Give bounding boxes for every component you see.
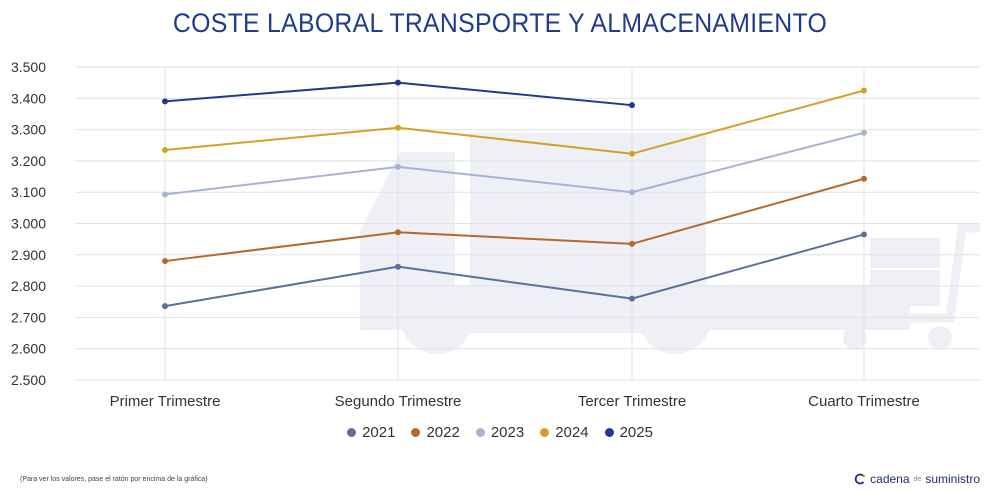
data-point-2024[interactable] xyxy=(861,87,867,94)
x-tick-label: Cuarto Trimestre xyxy=(808,393,920,410)
x-tick-label: Primer Trimestre xyxy=(110,393,221,410)
legend-item-2021[interactable]: 2021 xyxy=(347,424,395,441)
data-point-2022[interactable] xyxy=(629,240,635,247)
brand-name-part1: cadena xyxy=(870,472,910,486)
y-tick-label: 3.200 xyxy=(11,153,46,169)
y-tick-label: 3.400 xyxy=(11,90,46,106)
y-tick-label: 2.600 xyxy=(11,341,46,357)
x-tick-label: Tercer Trimestre xyxy=(578,393,686,410)
truck-icon xyxy=(360,133,980,354)
legend-item-2024[interactable]: 2024 xyxy=(540,424,589,441)
brand-name-part2: de xyxy=(913,475,922,483)
series-line-2022 xyxy=(164,177,865,263)
data-point-2025[interactable] xyxy=(395,79,401,86)
data-point-2025[interactable] xyxy=(629,102,635,109)
legend-marker xyxy=(604,428,614,437)
data-point-2023[interactable] xyxy=(629,189,635,196)
chart-title: COSTE LABORAL TRANSPORTE Y ALMACENAMIENT… xyxy=(172,8,828,38)
y-tick-label: 2.700 xyxy=(11,309,46,325)
data-point-2022[interactable] xyxy=(162,258,168,265)
data-point-2022[interactable] xyxy=(395,229,401,236)
series-line-2024 xyxy=(164,89,865,155)
y-tick-label: 3.100 xyxy=(11,184,46,200)
data-point-2024[interactable] xyxy=(629,150,635,157)
y-tick-label: 2.800 xyxy=(11,278,46,294)
data-point-2021[interactable] xyxy=(861,231,867,238)
line-chart: 3.500 3.400 3.300 3.200 3.100 3.000 2.900 2.800… xyxy=(11,59,980,410)
y-tick-label: 3.000 xyxy=(11,216,46,232)
legend: 2021 2022 2023 2024 2025 xyxy=(0,424,1000,441)
data-point-2024[interactable] xyxy=(395,124,401,131)
data-point-2021[interactable] xyxy=(629,295,635,302)
y-tick-label: 2.500 xyxy=(11,372,46,388)
brand-name-part3: suministro xyxy=(925,472,980,486)
y-tick-label: 2.900 xyxy=(11,247,46,263)
legend-label: 2024 xyxy=(555,424,589,441)
legend-item-2022[interactable]: 2022 xyxy=(411,424,460,441)
x-axis-ticks: Primer Trimestre Segundo Trimestre Tercer … xyxy=(110,393,920,410)
legend-marker xyxy=(411,428,421,437)
x-tick-label: Segundo Trimestre xyxy=(335,393,462,410)
brand-logo-icon xyxy=(854,473,866,485)
data-point-2025[interactable] xyxy=(162,98,168,105)
y-tick-label: 3.500 xyxy=(11,59,46,75)
legend-label: 2021 xyxy=(362,424,396,441)
series-lines xyxy=(162,79,867,310)
brand-logo: cadena de suministro xyxy=(854,472,980,486)
legend-marker xyxy=(347,428,357,437)
series-line-2021 xyxy=(164,233,865,308)
data-point-2021[interactable] xyxy=(395,263,401,270)
grid-lines xyxy=(75,66,980,381)
y-tick-label: 3.300 xyxy=(11,122,46,138)
legend-item-2023[interactable]: 2023 xyxy=(475,424,525,441)
series-line-2023 xyxy=(164,131,865,196)
data-point-2022[interactable] xyxy=(861,175,867,182)
legend-label: 2023 xyxy=(490,424,525,441)
data-point-2024[interactable] xyxy=(162,146,168,153)
legend-marker xyxy=(540,428,550,437)
legend-item-2025[interactable]: 2025 xyxy=(604,424,653,441)
legend-label: 2022 xyxy=(426,424,460,441)
y-axis-ticks: 3.500 3.400 3.300 3.200 3.100 3.000 2.900 2.800… xyxy=(11,59,46,388)
legend-label: 2025 xyxy=(619,424,653,441)
data-point-2023[interactable] xyxy=(395,163,401,170)
footnote: (Para ver los valores, pase el ratón por… xyxy=(20,476,208,483)
data-point-2023[interactable] xyxy=(861,129,867,136)
data-point-2021[interactable] xyxy=(162,303,168,310)
data-point-2023[interactable] xyxy=(162,191,168,198)
legend-marker xyxy=(475,428,485,437)
